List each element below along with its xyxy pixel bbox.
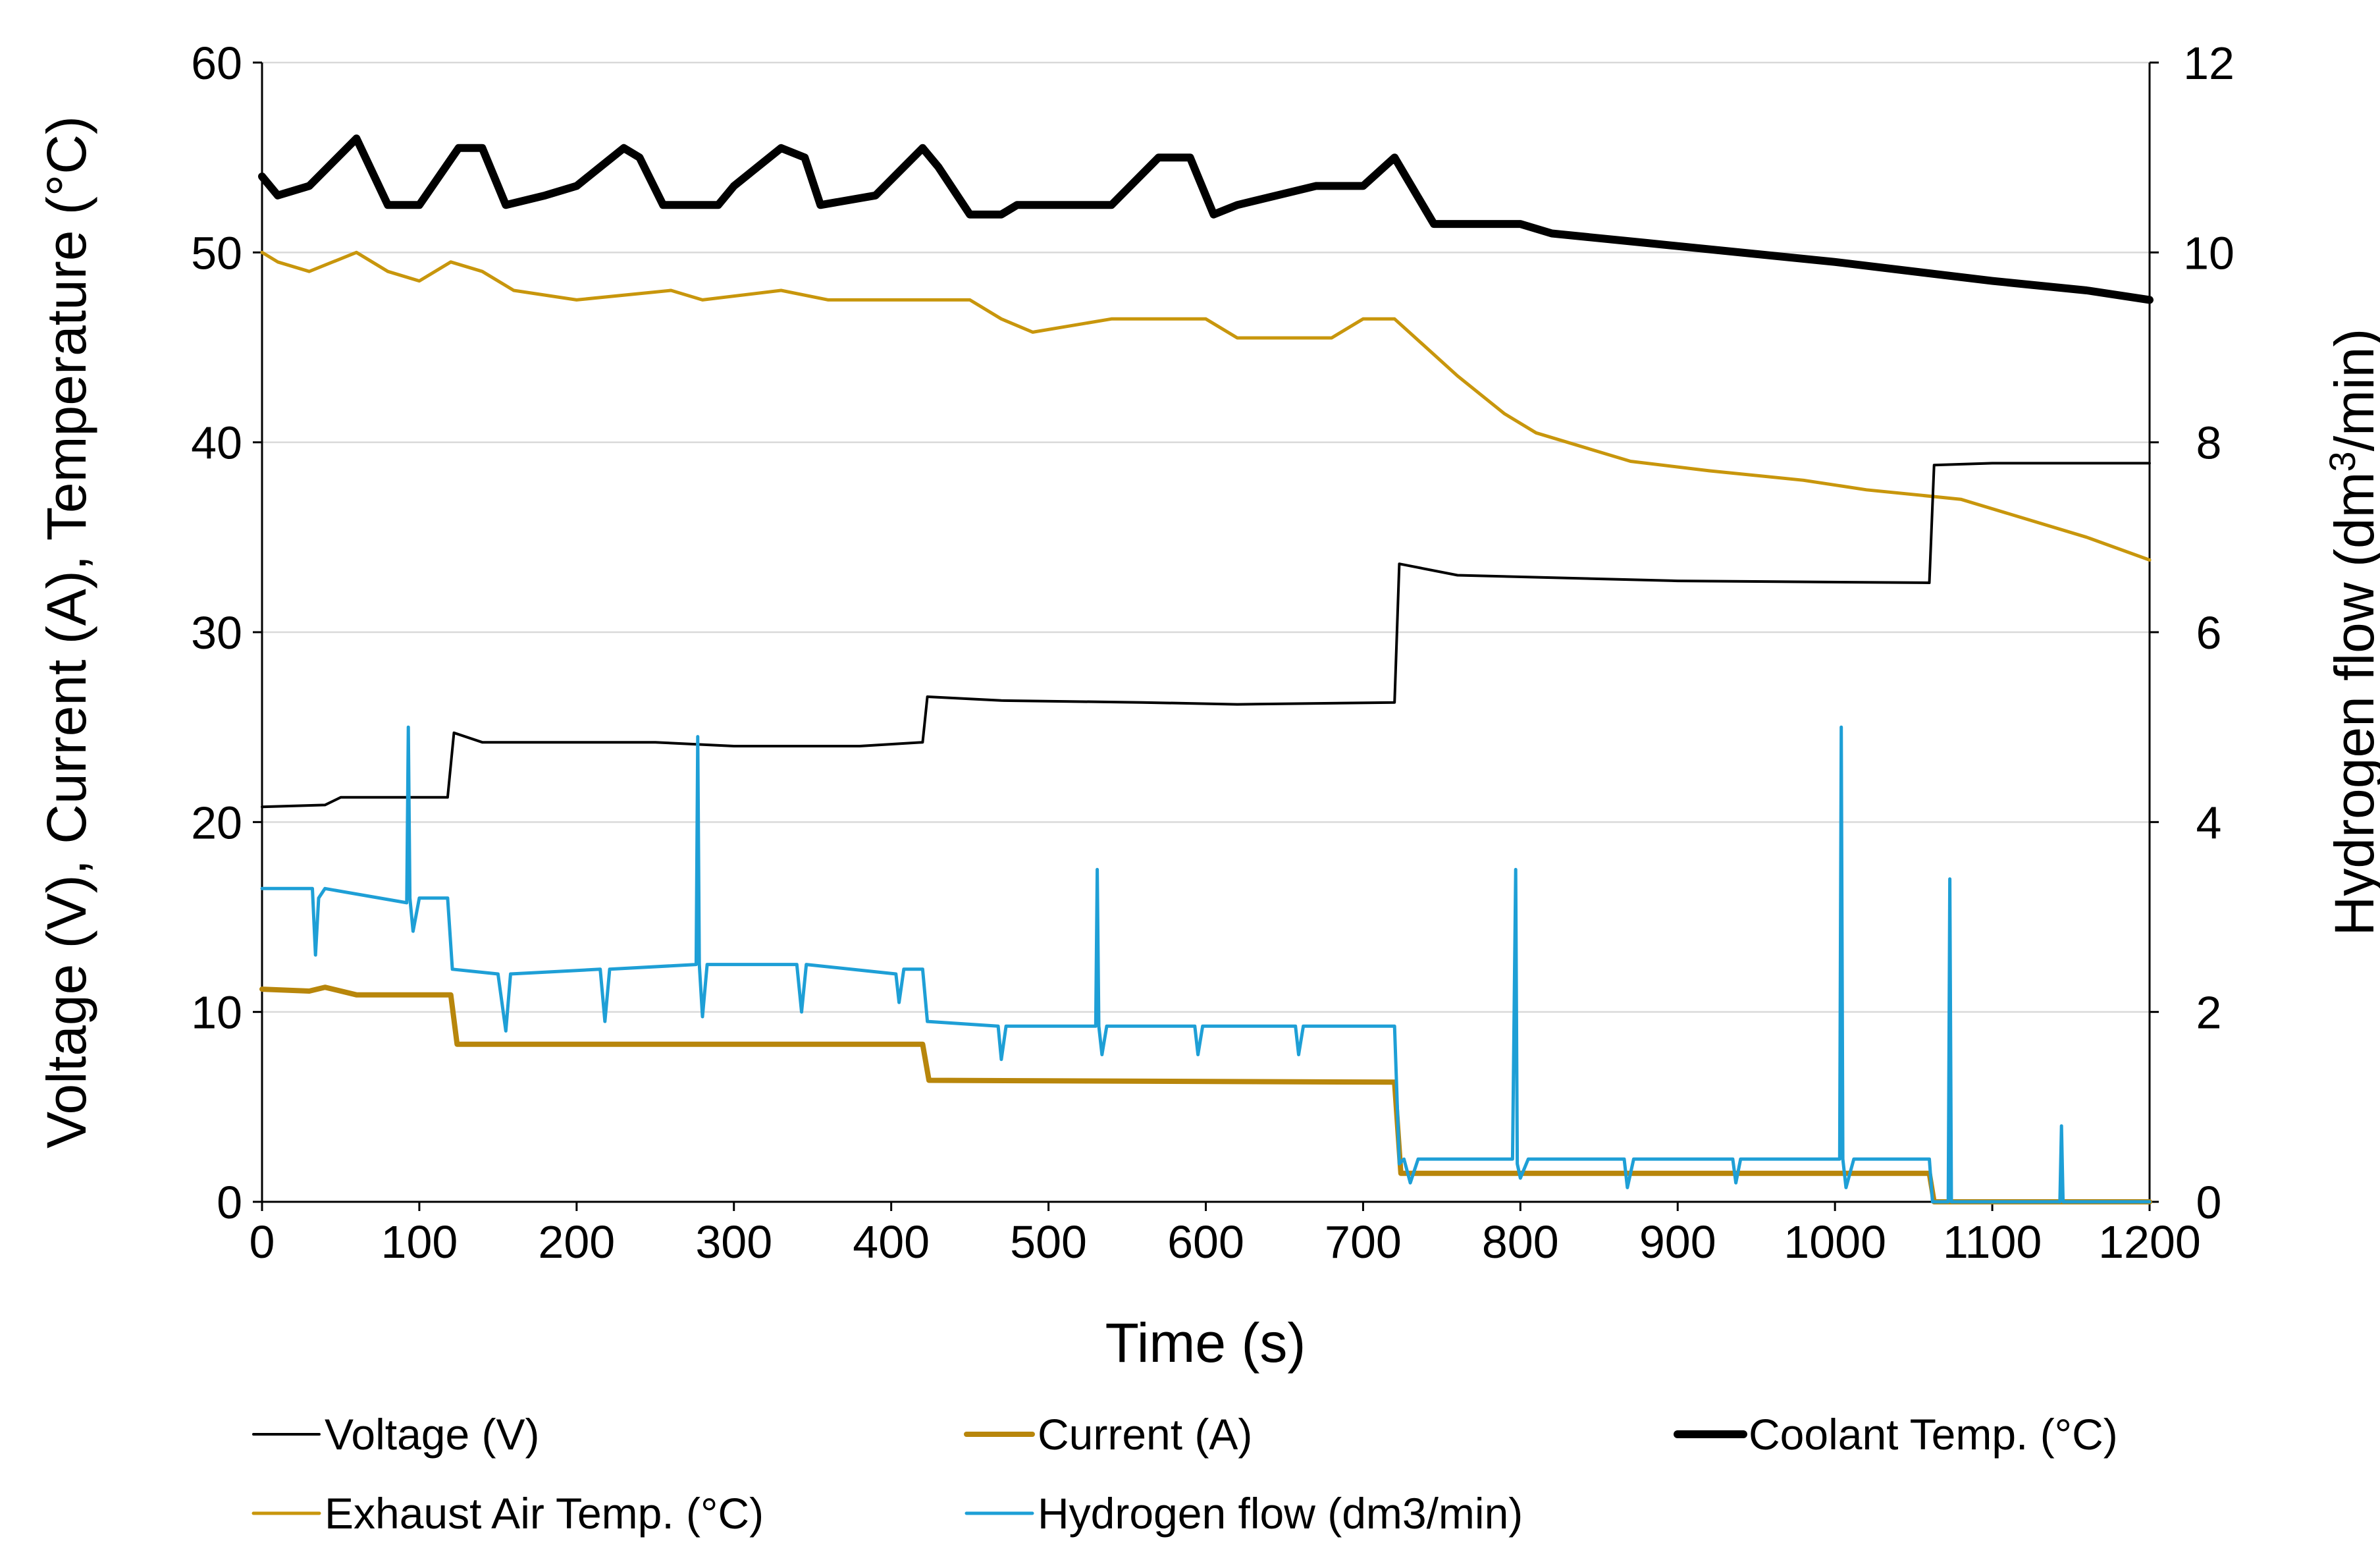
x-tick-label-1200: 1200 [2098,1216,2201,1268]
y-right-tick-label-2: 2 [2196,987,2222,1038]
gridlines [262,61,2150,1013]
series-line-voltage-v [261,462,2151,809]
x-tick-label-0: 0 [250,1216,275,1268]
x-tick-label-600: 600 [1167,1216,1244,1268]
axis-ticks: 0 100 200 300 400 500 600 700 800 900 1000 1100 1200… [191,38,2235,1268]
series-lines [258,134,2154,1204]
y-axis-right-title-superscript: 3 [2321,451,2363,472]
y-axis-left-title: Voltage (V), Current (A), Temperature (°… [36,116,97,1148]
y-left-tick-label-10: 10 [191,987,242,1038]
x-tick-label-700: 700 [1325,1216,1402,1268]
y-axis-right-title-main: Hydrogen flow (dm [2323,472,2380,936]
x-tick-label-1100: 1100 [1943,1216,2042,1268]
y-right-tick-label-4: 4 [2196,797,2222,848]
y-right-tick-label-10: 10 [2183,227,2235,279]
y-left-tick-label-50: 50 [191,227,242,279]
series-line-current-a [259,984,2152,1204]
y-right-tick-label-8: 8 [2196,418,2222,469]
y-left-tick-label-40: 40 [191,418,242,469]
legend-label-hydrogen-flow-dm3-min: Hydrogen flow (dm3/min) [1038,1489,1523,1538]
x-tick-label-100: 100 [381,1216,458,1268]
y-left-tick-label-0: 0 [217,1177,242,1228]
series-line-coolant-temp-c [258,134,2154,304]
y-left-tick-label-20: 20 [191,797,242,848]
y-axis-right-title: Hydrogen flow (dm3/min) [2321,329,2380,936]
series-line-hydrogen-flow-dm3-min [260,725,2152,1204]
y-left-tick-label-60: 60 [191,38,242,89]
legend-label-exhaust-air-temp-c: Exhaust Air Temp. (°C) [325,1489,764,1538]
x-tick-label-200: 200 [538,1216,615,1268]
y-right-tick-label-6: 6 [2196,607,2222,659]
x-tick-label-300: 300 [695,1216,772,1268]
y-right-tick-label-12: 12 [2183,38,2235,89]
x-tick-label-400: 400 [853,1216,930,1268]
legend-label-coolant-temp-c: Coolant Temp. (°C) [1749,1410,2118,1459]
x-tick-label-800: 800 [1482,1216,1559,1268]
x-tick-label-900: 900 [1639,1216,1716,1268]
y-left-tick-label-30: 30 [191,607,242,659]
series-line-exhaust-air-temp-c [260,250,2152,562]
x-tick-label-1000: 1000 [1784,1216,1886,1268]
y-right-tick-label-0: 0 [2196,1177,2222,1228]
x-axis-title: Time (s) [1105,1312,1306,1374]
legend: Voltage (V) Current (A) Coolant Temp. (°C)… [251,1410,2118,1538]
legend-label-current-a: Current (A) [1038,1410,1252,1459]
legend-label-voltage-v: Voltage (V) [325,1410,540,1459]
y-axis-right-title-suffix: /min) [2323,329,2380,452]
x-tick-label-500: 500 [1010,1216,1087,1268]
